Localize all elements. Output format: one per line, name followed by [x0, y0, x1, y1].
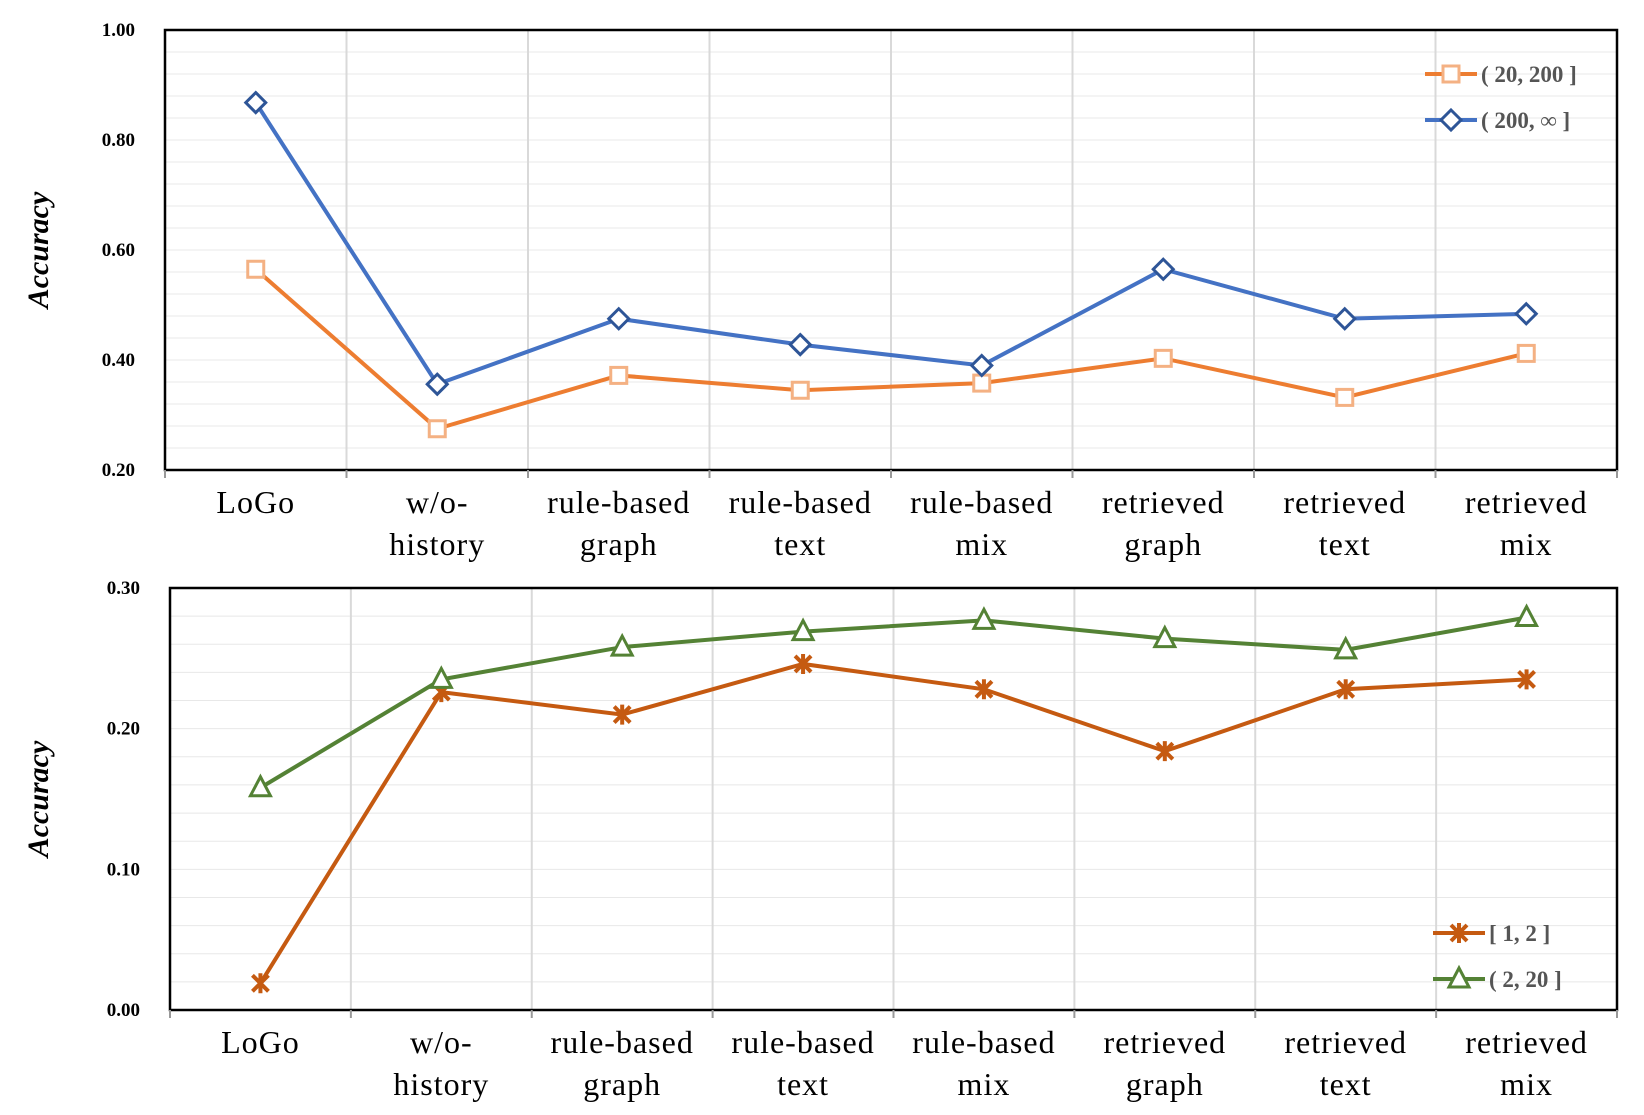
legend-label: [ 1, 2 ] [1489, 921, 1550, 946]
legend-entry: [ 1, 2 ] [1433, 921, 1550, 946]
legend-entry: ( 20, 200 ] [1425, 62, 1577, 87]
data-point [1336, 679, 1356, 700]
data-point [1514, 603, 1540, 628]
data-point [1151, 257, 1176, 282]
x-tick-label: rule-based [910, 484, 1053, 520]
x-tick-label: retrieved [1465, 1024, 1588, 1060]
x-tick-label: rule-based [547, 484, 690, 520]
data-point [606, 306, 631, 331]
series-1 [246, 259, 1536, 439]
data-point [790, 617, 816, 642]
data-point [793, 653, 813, 674]
data-point [974, 679, 994, 700]
legend-marker [1449, 923, 1469, 943]
series-2 [247, 603, 1540, 798]
chart-2: 0.00 0.10 0.20 0.30 Accuracy LoGo w/o-history r… [22, 578, 1619, 1102]
data-point [790, 380, 810, 400]
series-line [258, 661, 1527, 985]
legend-marker [1446, 964, 1472, 989]
y-tick-label: 0.00 [107, 1000, 140, 1021]
legend-marker [1441, 64, 1461, 84]
data-point [1335, 387, 1355, 407]
series-line [259, 615, 1527, 790]
x-tick-label: retrieved [1283, 484, 1406, 520]
data-point [612, 704, 632, 725]
data-point [1332, 306, 1357, 331]
legend-entry: ( 2, 20 ] [1433, 964, 1562, 992]
data-point [1516, 343, 1536, 363]
x-tick-label: text [1319, 526, 1371, 562]
x-tick-label: rule-based [729, 484, 872, 520]
series-2 [243, 90, 1539, 397]
x-tick-label: history [393, 1066, 489, 1102]
y-tick-label: 0.10 [107, 859, 140, 880]
x-tick-label: LoGo [221, 1024, 300, 1060]
data-point [247, 773, 273, 798]
x-tick-label: w/o- [406, 484, 469, 520]
data-point [609, 632, 635, 657]
data-point [1333, 635, 1359, 660]
x-tick-label: retrieved [1465, 484, 1588, 520]
data-point [609, 365, 629, 385]
data-point [1514, 301, 1539, 326]
legend-label: ( 2, 20 ] [1489, 967, 1562, 992]
legend-entry: ( 200, ∞ ] [1425, 107, 1570, 133]
legend-marker [1438, 107, 1464, 133]
y-tick-label: 0.60 [102, 240, 135, 261]
y-axis-label: Accuracy [22, 740, 55, 859]
data-point [251, 973, 270, 994]
data-point [243, 90, 268, 115]
y-tick-label: 0.80 [102, 130, 135, 151]
y-axis-label: Accuracy [22, 191, 55, 310]
x-tick-label: mix [1500, 1066, 1553, 1102]
data-point [1153, 348, 1173, 368]
x-tick-label: graph [583, 1066, 661, 1102]
x-tick-label: w/o- [410, 1024, 473, 1060]
x-tick-label: retrieved [1103, 1024, 1226, 1060]
series-1 [251, 653, 1536, 994]
x-tick-label: mix [958, 1066, 1011, 1102]
series-line [254, 101, 1527, 387]
x-tick-label: graph [1124, 526, 1202, 562]
legend-label: ( 20, 200 ] [1481, 62, 1577, 87]
data-point [1517, 669, 1536, 690]
y-tick-label: 0.20 [102, 460, 135, 481]
x-tick-label: graph [580, 526, 658, 562]
data-point [428, 665, 454, 689]
x-tick-label: rule-based [731, 1024, 874, 1060]
data-point [1155, 741, 1175, 762]
x-tick-label: text [1320, 1066, 1372, 1102]
x-tick-label: graph [1126, 1066, 1204, 1102]
x-tick-label: retrieved [1102, 484, 1225, 520]
x-tick-label: rule-based [912, 1024, 1055, 1060]
data-point [246, 259, 266, 279]
x-tick-label: mix [1500, 526, 1553, 562]
x-tick-label: history [389, 526, 485, 562]
x-tick-label: text [777, 1066, 829, 1102]
x-tick-label: rule-based [551, 1024, 694, 1060]
chart-1: 0.20 0.40 0.60 0.80 1.00 Accuracy LoGo w/o-hist… [22, 20, 1619, 562]
y-tick-label: 0.40 [102, 350, 135, 371]
legend-label: ( 200, ∞ ] [1481, 108, 1570, 133]
data-point [425, 372, 450, 397]
y-tick-label: 1.00 [102, 20, 135, 41]
x-tick-label: LoGo [216, 484, 295, 520]
x-tick-label: retrieved [1284, 1024, 1407, 1060]
y-tick-label: 0.20 [107, 719, 140, 740]
data-point [788, 332, 813, 357]
y-tick-label: 0.30 [107, 578, 140, 599]
data-point [969, 353, 994, 378]
data-point [971, 606, 997, 630]
data-point [427, 419, 447, 439]
x-tick-label: mix [955, 526, 1008, 562]
series-line [254, 267, 1527, 431]
data-point [1152, 624, 1178, 649]
x-tick-label: text [774, 526, 826, 562]
